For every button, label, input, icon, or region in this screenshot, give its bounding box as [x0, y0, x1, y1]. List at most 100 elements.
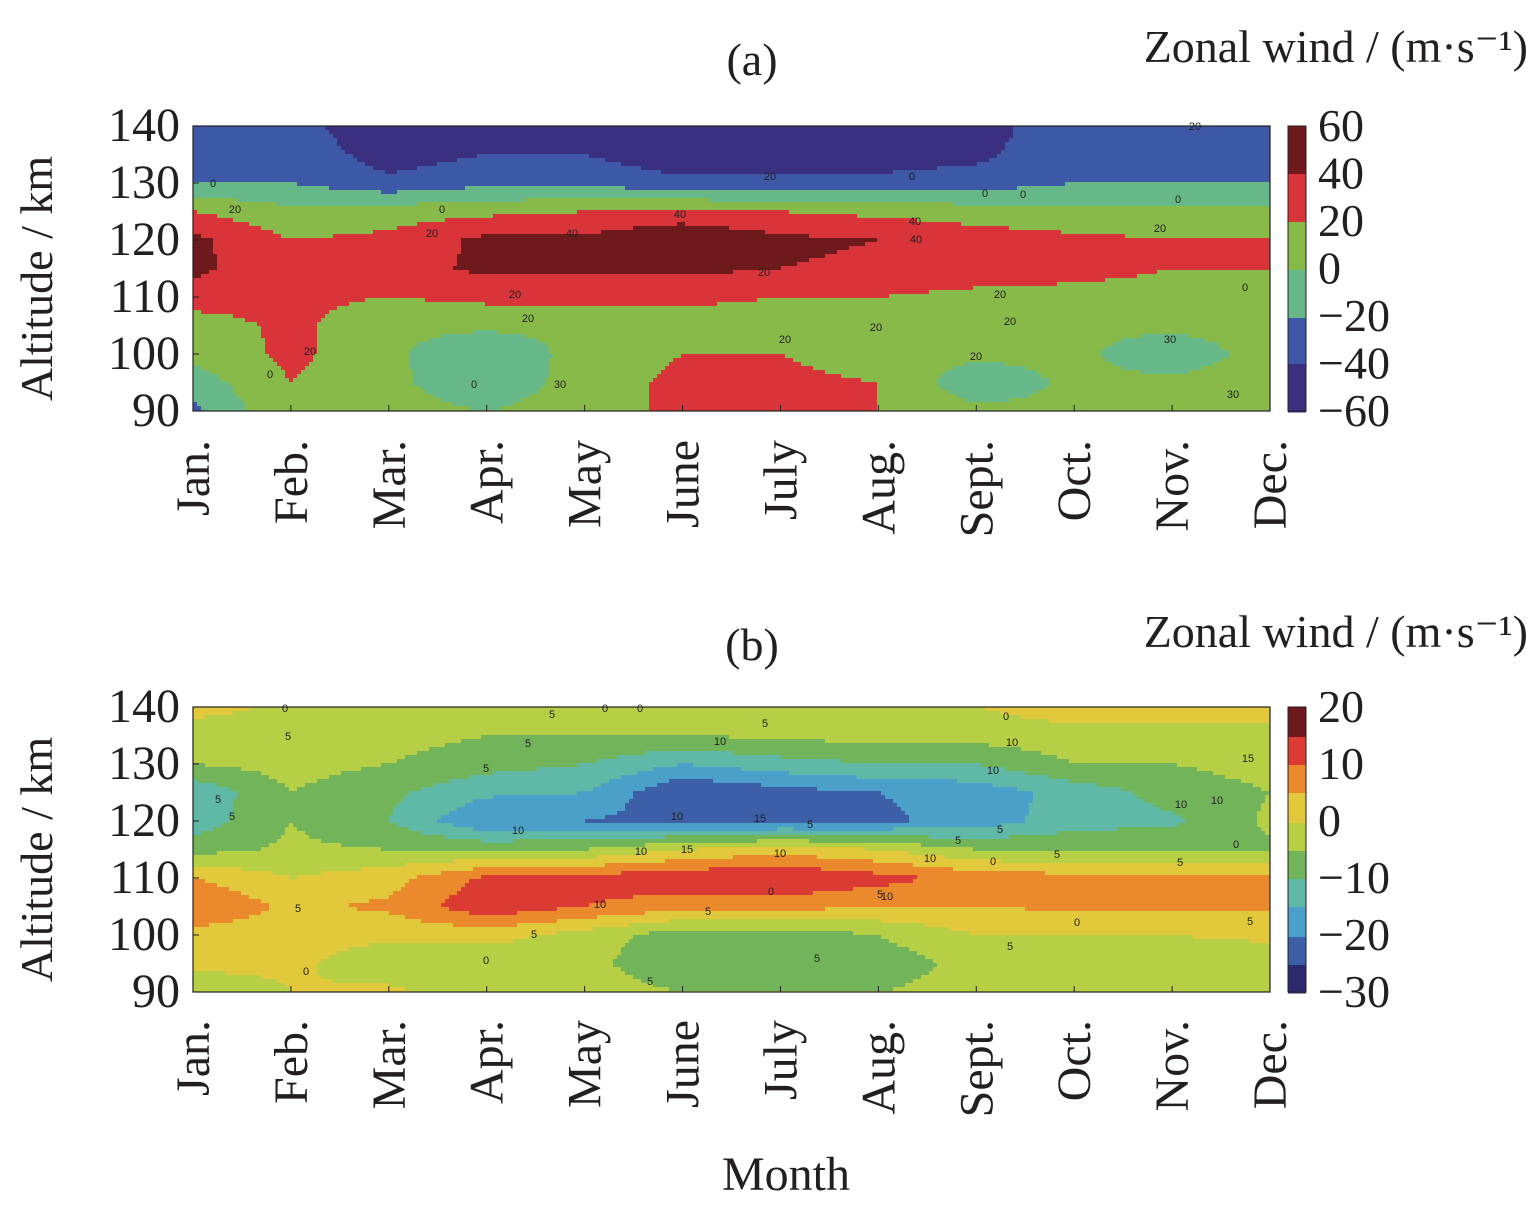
- contour-label: 10: [1175, 799, 1187, 811]
- x-tick-label: May: [559, 440, 612, 528]
- contour-label: 10: [635, 846, 647, 858]
- plot-frame: [192, 125, 1271, 412]
- x-tick-label: Aug.: [852, 1020, 905, 1115]
- x-tick-label: July: [754, 440, 807, 520]
- x-tick-label: June: [657, 440, 710, 528]
- contour-label: 0: [483, 955, 489, 967]
- colorbar-tick-label: −20: [1318, 290, 1390, 341]
- y-axis-label: Altitude / km: [11, 156, 62, 402]
- colorbar-title: Zonal wind / (m·s⁻¹): [1144, 21, 1528, 72]
- contour-label: 10: [881, 891, 893, 903]
- x-tick-label: July: [754, 1020, 807, 1100]
- x-axis-label: Month: [722, 1148, 850, 1201]
- x-tick-label: June: [657, 1020, 710, 1108]
- contour-label: 10: [924, 853, 936, 865]
- plot-frame: [192, 706, 1271, 993]
- contour-label: 0: [303, 966, 309, 978]
- contour-label: 20: [522, 313, 534, 325]
- x-tick-label: Sept.: [950, 440, 1003, 537]
- contour-label: 0: [1003, 711, 1009, 723]
- x-tick-label: Jan.: [167, 440, 220, 516]
- y-tick-label: 120: [108, 213, 180, 266]
- contour-label: 5: [295, 903, 301, 915]
- contour-label: 5: [229, 811, 235, 823]
- colorbar-title: Zonal wind / (m·s⁻¹): [1144, 606, 1528, 657]
- contour-label: 5: [215, 794, 221, 806]
- y-tick-label: 120: [108, 794, 180, 847]
- colorbar-tick-label: −10: [1318, 852, 1390, 903]
- contour-label: 20: [994, 289, 1006, 301]
- contour-label: 5: [807, 819, 813, 831]
- contour-label: 0: [1074, 917, 1080, 929]
- contour-label: 10: [1006, 737, 1018, 749]
- x-tick-label: Oct.: [1048, 1020, 1101, 1101]
- contour-label: 30: [1164, 334, 1176, 346]
- contour-label: 20: [758, 267, 770, 279]
- panel-label: (a): [726, 34, 777, 85]
- contour-label: 0: [439, 204, 445, 216]
- contour-label: 20: [1189, 121, 1201, 133]
- x-tick-label: Mar.: [363, 440, 416, 529]
- contour-label: 15: [1242, 753, 1254, 765]
- contour-label: 20: [764, 171, 776, 183]
- contour-label: 20: [426, 228, 438, 240]
- y-tick-label: 110: [110, 270, 180, 323]
- colorbar-tick-label: 0: [1318, 795, 1341, 846]
- contour-label: 5: [997, 824, 1003, 836]
- colorbar: [1287, 125, 1307, 413]
- x-tick-label: Sept.: [950, 1020, 1003, 1117]
- contour-label: 0: [602, 703, 608, 715]
- y-tick-label: 90: [132, 384, 180, 437]
- contour-label: 0: [768, 886, 774, 898]
- contour-label: 0: [210, 178, 216, 190]
- y-tick-label: 130: [108, 156, 180, 209]
- contour-label: 20: [1154, 223, 1166, 235]
- y-axis-label: Altitude / km: [11, 737, 62, 983]
- contour-label: 10: [594, 899, 606, 911]
- contour-label: 10: [671, 811, 683, 823]
- contour-label: 0: [267, 369, 273, 381]
- contour-label: 5: [647, 976, 653, 988]
- contour-label: 5: [1007, 941, 1013, 953]
- contour-label: 0: [990, 856, 996, 868]
- contour-label: 40: [909, 216, 921, 228]
- x-tick-label: Jan.: [167, 1020, 220, 1096]
- colorbar-tick-label: 20: [1318, 681, 1364, 732]
- contour-label: 15: [681, 844, 693, 856]
- x-tick-label: Feb.: [265, 440, 318, 524]
- y-tick-label: 110: [110, 851, 180, 904]
- contour-label: 20: [229, 204, 241, 216]
- contour-label: 20: [509, 289, 521, 301]
- contour-label: 30: [1227, 389, 1239, 401]
- contour-label: 30: [554, 379, 566, 391]
- y-tick-label: 100: [108, 908, 180, 961]
- x-tick-label: Feb.: [265, 1020, 318, 1104]
- contour-label: 5: [1247, 916, 1253, 928]
- contour-label: 5: [814, 953, 820, 965]
- x-tick-label: May: [559, 1020, 612, 1108]
- colorbar-tick-label: 0: [1318, 243, 1341, 294]
- contour-label: 20: [870, 322, 882, 334]
- y-tick-label: 140: [108, 99, 180, 152]
- y-tick-label: 90: [132, 965, 180, 1018]
- contour-label: 20: [304, 346, 316, 358]
- x-tick-label: Aug.: [852, 440, 905, 535]
- contour-label: 5: [1177, 857, 1183, 869]
- contour-label: 0: [982, 188, 988, 200]
- colorbar-tick-label: −60: [1318, 385, 1390, 436]
- contour-label: 0: [1175, 194, 1181, 206]
- x-tick-label: Apr.: [461, 440, 514, 524]
- colorbar: [1287, 706, 1307, 994]
- contour-label: 10: [774, 848, 786, 860]
- contour-label: 5: [705, 906, 711, 918]
- x-tick-label: Oct.: [1048, 440, 1101, 521]
- contour-label: 40: [910, 234, 922, 246]
- contour-label: 5: [955, 835, 961, 847]
- contour-label: 5: [549, 709, 555, 721]
- contour-field: [193, 126, 1271, 412]
- contour-label: 10: [714, 736, 726, 748]
- panel-label: (b): [725, 619, 779, 670]
- contour-label: 5: [525, 738, 531, 750]
- contour-label: 10: [987, 765, 999, 777]
